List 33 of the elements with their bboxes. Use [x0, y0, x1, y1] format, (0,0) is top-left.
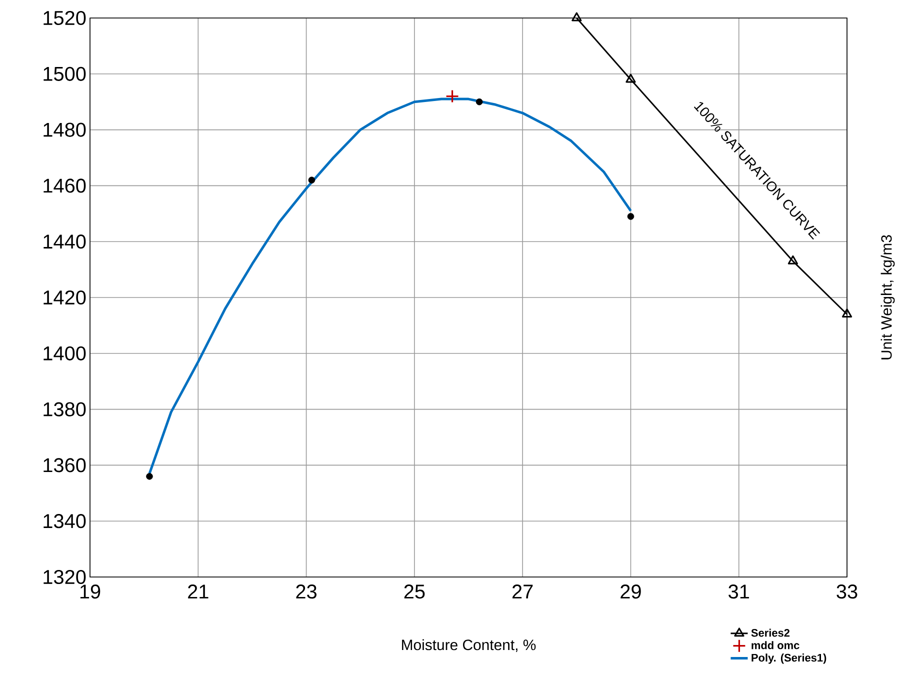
y-tick-label: 1400 — [44, 346, 86, 360]
x-tick-label: 31 — [728, 584, 749, 599]
legend-label: mdd omc — [752, 641, 800, 650]
point — [572, 12, 582, 22]
legend-label: Series2 — [751, 628, 790, 637]
point — [308, 176, 316, 184]
point — [788, 255, 798, 264]
y-tick-label: 1480 — [44, 122, 86, 137]
y-tick-label: 1520 — [44, 10, 86, 26]
point — [146, 472, 153, 480]
x-tick-label: 27 — [512, 584, 533, 598]
y-tick-label: 1440 — [44, 234, 86, 249]
point — [627, 213, 634, 220]
x-tick-label: 29 — [620, 584, 641, 599]
point — [626, 74, 636, 83]
x-axis-title: Moisture Content, % — [402, 639, 536, 652]
point — [842, 308, 852, 318]
x-tick-label: 25 — [404, 584, 425, 599]
x-tick-label: 19 — [80, 584, 100, 599]
y-tick-label: 1340 — [44, 514, 86, 528]
x-tick-label: 21 — [188, 584, 208, 598]
y-axis-title: Unit Weight, kg/m3 — [880, 235, 895, 360]
y-tick-label: 1320 — [44, 570, 86, 584]
y-tick-label: 1380 — [44, 402, 86, 416]
point — [476, 98, 483, 106]
y-tick-label: 1420 — [44, 290, 86, 305]
x-tick-label: 23 — [296, 584, 316, 599]
y-tick-label: 1360 — [44, 458, 86, 472]
legend-label: Poly. (Series1) — [752, 654, 826, 664]
y-tick-label: 1500 — [44, 66, 86, 81]
y-tick-label: 1460 — [44, 178, 86, 193]
point — [446, 89, 460, 104]
x-tick-label: 33 — [836, 584, 858, 599]
